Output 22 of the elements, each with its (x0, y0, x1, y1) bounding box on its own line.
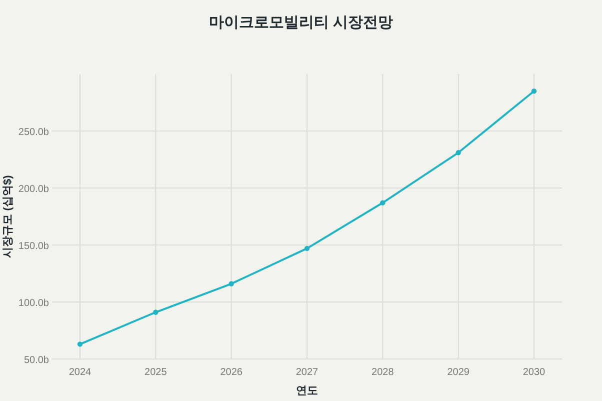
x-tick-label: 2030 (522, 367, 546, 378)
y-tick-label: 150.0b (18, 241, 50, 252)
y-tick-label: 200.0b (18, 184, 50, 195)
point (531, 88, 537, 94)
point (380, 200, 386, 206)
point (228, 281, 234, 286)
point (77, 342, 83, 347)
point (153, 310, 158, 315)
x-tick-label: 2024 (68, 367, 92, 378)
chart-title: 마이크로모빌리티 시장전망 (208, 14, 394, 31)
point (304, 246, 310, 252)
point (456, 150, 461, 156)
x-tick-label: 2029 (447, 367, 470, 378)
x-tick-label: 2025 (144, 367, 168, 378)
x-axis-title: 연도 (296, 385, 318, 397)
x-tick-label: 2028 (372, 367, 394, 378)
y-tick-label: 250.0b (18, 127, 50, 138)
y-axis-title: 시장규모 (십억$) (2, 174, 14, 258)
x-tick-label: 2026 (220, 367, 243, 378)
y-tick-label: 50.0b (24, 355, 50, 366)
y-tick-label: 100.0b (18, 298, 50, 309)
x-tick-label: 2027 (296, 367, 319, 378)
